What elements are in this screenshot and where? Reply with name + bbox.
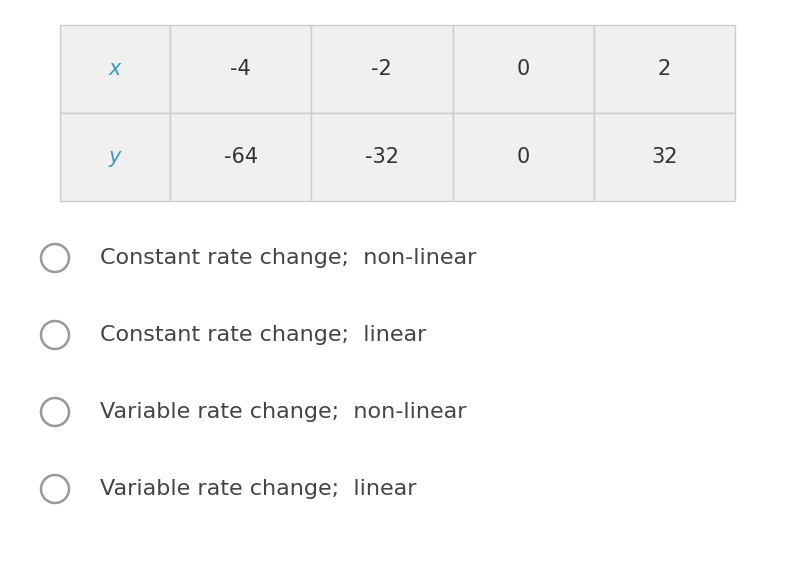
Text: y: y [109,147,121,167]
Bar [453,25,594,113]
Text: 32: 32 [651,147,678,167]
Ellipse shape [41,398,69,426]
Text: -2: -2 [371,59,392,79]
Text: -4: -4 [230,59,251,79]
Text: -32: -32 [365,147,399,167]
Text: -64: -64 [223,147,258,167]
Text: x: x [109,59,121,79]
Ellipse shape [41,321,69,349]
Bar [60,25,170,113]
Bar [453,113,594,201]
Bar [60,113,170,201]
Text: 2: 2 [658,59,671,79]
Text: Constant rate change;  non-linear: Constant rate change; non-linear [100,248,476,268]
Bar [170,25,311,113]
Bar [311,113,453,201]
Text: Variable rate change;  linear: Variable rate change; linear [100,479,417,499]
Ellipse shape [41,475,69,503]
Bar [170,113,311,201]
Text: 0: 0 [517,147,530,167]
Bar [594,25,735,113]
Ellipse shape [41,244,69,272]
Text: 0: 0 [517,59,530,79]
Bar [311,25,453,113]
Text: Constant rate change;  linear: Constant rate change; linear [100,325,426,345]
Text: Variable rate change;  non-linear: Variable rate change; non-linear [100,402,466,422]
Bar [594,113,735,201]
